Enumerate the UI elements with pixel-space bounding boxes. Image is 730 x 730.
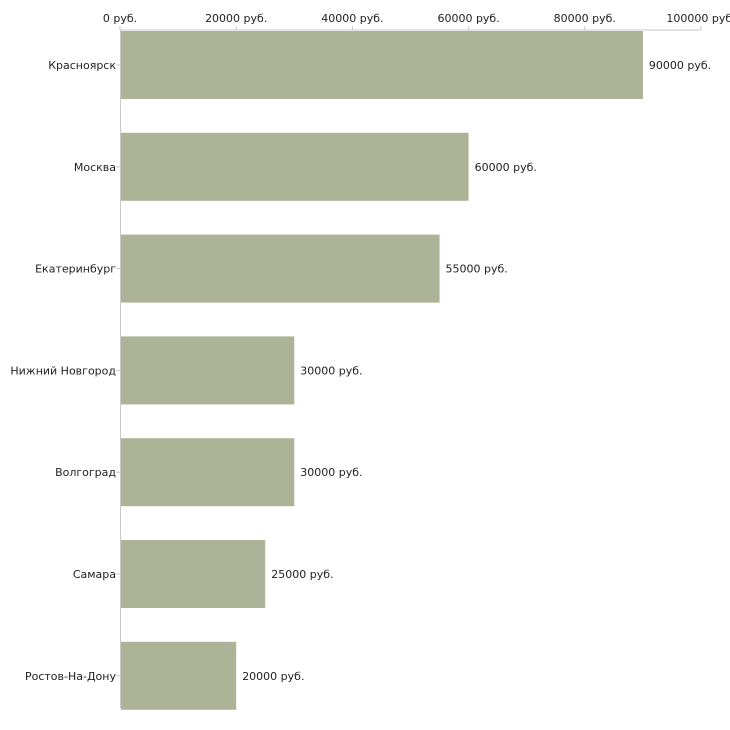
value-label: 25000 руб. — [271, 568, 333, 581]
x-tick-label: 0 руб. — [103, 12, 137, 25]
value-label: 55000 руб. — [446, 263, 508, 276]
value-label: 60000 руб. — [475, 161, 537, 174]
value-label: 90000 руб. — [649, 59, 711, 72]
value-label: 30000 руб. — [300, 364, 362, 377]
category-label: Самара — [73, 568, 116, 581]
category-label: Нижний Новгород — [10, 364, 116, 377]
x-tick-label: 80000 руб. — [554, 12, 616, 25]
x-tick-label: 60000 руб. — [437, 12, 499, 25]
bar — [121, 641, 237, 710]
x-tick-label: 20000 руб. — [205, 12, 267, 25]
labels: Красноярск 90000 руб. Москва 60000 руб. Екат… — [10, 59, 711, 683]
bar — [121, 540, 266, 608]
bars — [121, 31, 643, 710]
bar — [121, 132, 469, 201]
bar — [121, 438, 295, 507]
bar — [121, 234, 440, 303]
category-label: Ростов-На-Дону — [25, 670, 116, 683]
x-tick-label: 40000 руб. — [321, 12, 383, 25]
x-axis: 0 руб. 20000 руб. 40000 руб. 60000 руб. 8000… — [103, 12, 730, 708]
value-label: 20000 руб. — [242, 670, 304, 683]
category-label: Волгоград — [55, 466, 116, 479]
bar — [121, 31, 643, 99]
category-label: Москва — [74, 161, 116, 174]
value-label: 30000 руб. — [300, 466, 362, 479]
x-tick-label: 100000 руб. — [666, 12, 730, 25]
category-label: Красноярск — [48, 59, 116, 72]
bar — [121, 336, 295, 405]
category-label: Екатеринбург — [35, 263, 116, 276]
